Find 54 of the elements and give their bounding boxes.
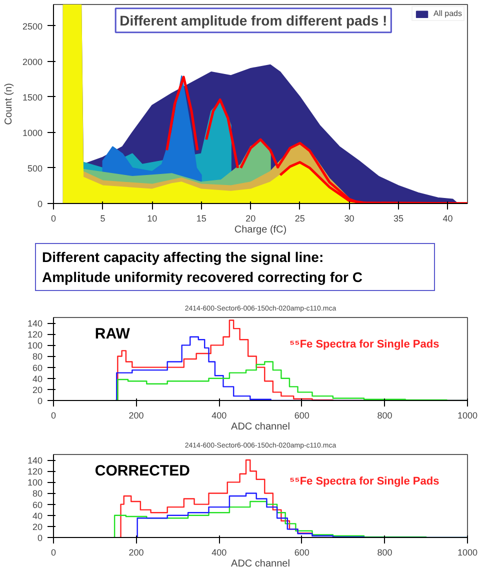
y-tick-label: 0 (37, 396, 43, 406)
x-tick-label: 400 (212, 410, 227, 420)
y-tick-label: 20 (32, 384, 43, 395)
y-tick-label: 40 (32, 510, 43, 521)
x-tick-label: 40 (442, 214, 453, 224)
x-tick-label: 0 (50, 548, 56, 558)
y-tick-label: 500 (27, 163, 43, 174)
x-tick-label: 200 (128, 410, 144, 420)
x-tick-label: 600 (294, 548, 310, 558)
y-tick-label: 1500 (22, 92, 43, 102)
y-tick-label: 60 (32, 500, 43, 510)
x-tick-label: 0 (50, 410, 56, 420)
y-tick-label: 2000 (22, 56, 43, 67)
annotation: CORRECTED (94, 462, 190, 480)
y-tick-label: 40 (32, 374, 43, 384)
x-tick-label: 35 (393, 214, 404, 224)
annotation: ⁵⁵Fe Spectra for Single Pads (289, 338, 440, 351)
x-axis-title: ADC channel (231, 558, 290, 570)
x-tick-label: 5 (100, 214, 106, 224)
x-tick-label: 10 (147, 214, 158, 224)
y-tick-label: 100 (27, 340, 43, 351)
x-tick-label: 15 (196, 214, 206, 224)
y-tick-label: 140 (27, 456, 43, 466)
annotation: RAW (94, 325, 131, 342)
y-tick-label: 140 (27, 318, 43, 329)
y-tick-label: 80 (32, 488, 43, 499)
y-axis-title: Count (n) (3, 83, 14, 125)
y-tick-label: 120 (27, 330, 43, 340)
y-tick-label: 120 (27, 466, 43, 477)
x-tick-label: 600 (294, 410, 310, 420)
y-tick-label: 2500 (22, 21, 43, 32)
y-tick-label: 20 (32, 522, 43, 532)
y-tick-label: 0 (37, 533, 43, 543)
x-tick-label: 200 (128, 548, 144, 558)
x-tick-label: 800 (377, 410, 392, 420)
y-tick-label: 80 (32, 352, 43, 362)
x-tick-label: 25 (294, 214, 305, 224)
x-axis-title: ADC channel (231, 422, 290, 432)
x-tick-label: 1000 (457, 410, 478, 420)
x-tick-label: 0 (50, 214, 56, 224)
x-tick-label: 30 (344, 214, 354, 224)
x-axis-title: Charge (fC) (234, 224, 287, 236)
y-tick-label: 60 (32, 362, 43, 373)
x-tick-label: 400 (212, 548, 227, 558)
y-tick-label: 0 (37, 199, 43, 209)
annotation: ⁵⁵Fe Spectra for Single Pads (289, 476, 440, 488)
x-tick-label: 1000 (457, 548, 478, 558)
x-tick-label: 20 (246, 214, 256, 224)
y-tick-label: 100 (27, 478, 43, 488)
y-tick-label: 1000 (22, 128, 43, 138)
legend-label: All pads (434, 9, 462, 18)
text: Different capacity affecting the signal line: Amplitude uniformity recovered correcting for C (35, 243, 435, 291)
x-tick-label: 800 (377, 548, 392, 558)
annotation: Different amplitude from different pads ! (120, 12, 388, 28)
